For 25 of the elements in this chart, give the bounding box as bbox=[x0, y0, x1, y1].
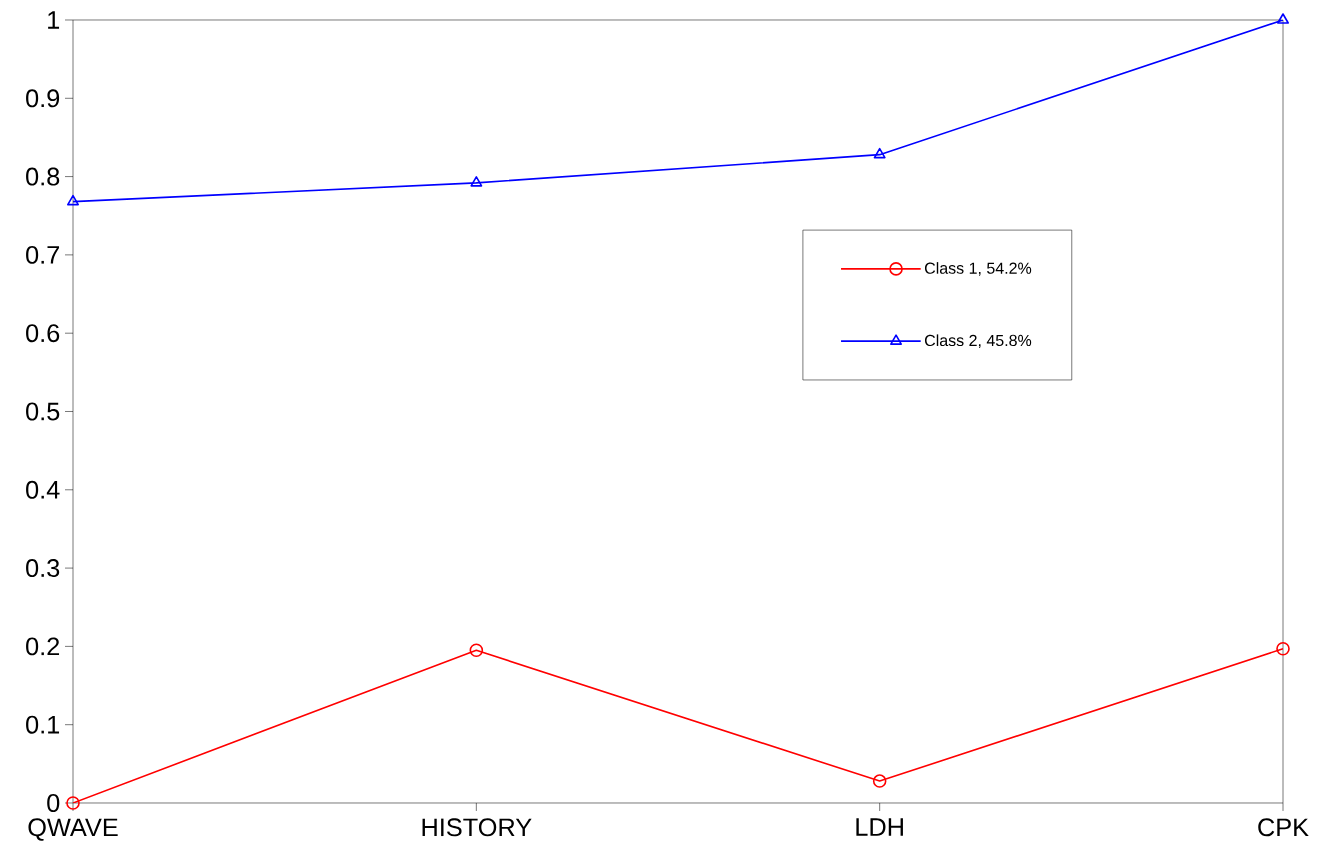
point bbox=[873, 147, 886, 159]
y-tick-label: 0.4 bbox=[26, 480, 60, 499]
y-tick-label: 0.2 bbox=[26, 637, 60, 656]
legend-label: Class 1, 54.2% bbox=[924, 262, 1032, 276]
point bbox=[66, 796, 80, 810]
y-tick-label: 0.8 bbox=[26, 167, 60, 186]
y-tick-label: 0 bbox=[47, 794, 60, 812]
point bbox=[1277, 13, 1289, 24]
y-tick-label: 0.1 bbox=[26, 715, 60, 734]
y-tick-label: 0.7 bbox=[26, 245, 60, 264]
x-tick-label: HISTORY bbox=[422, 818, 532, 837]
y-tick-label: 1 bbox=[48, 11, 60, 29]
point bbox=[1276, 641, 1290, 656]
point bbox=[470, 176, 483, 187]
x-tick-label: CPK bbox=[1258, 818, 1309, 837]
y-tick-label: 0.3 bbox=[26, 559, 60, 578]
y-tick-label: 0.9 bbox=[26, 89, 60, 108]
legend-label: Class 2, 45.8% bbox=[924, 334, 1032, 348]
y-tick-label: 0.6 bbox=[26, 324, 60, 343]
point bbox=[469, 643, 484, 658]
x-tick-label: LDH bbox=[856, 818, 903, 836]
x-tick-label: QWAVE bbox=[28, 818, 118, 841]
y-tick-label: 0.5 bbox=[26, 402, 60, 421]
point bbox=[872, 774, 887, 788]
point bbox=[67, 194, 79, 206]
